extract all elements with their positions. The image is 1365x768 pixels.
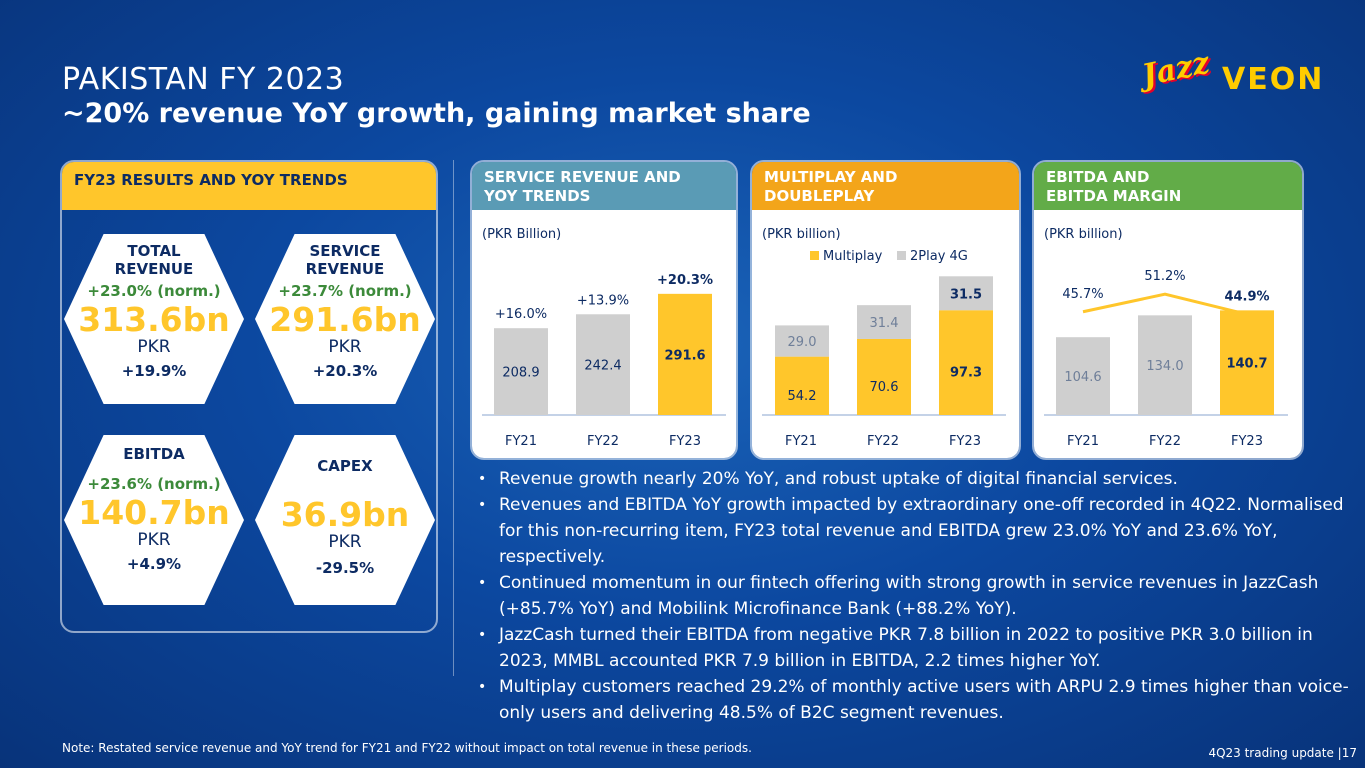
x-tick-label: FY22 — [1149, 434, 1181, 449]
bullet-item: JazzCash turned their EBITDA from negati… — [478, 622, 1358, 674]
bar-value-label: 134.0 — [1146, 359, 1183, 374]
bar — [658, 293, 712, 415]
bar — [576, 314, 630, 415]
card-yoy: -29.5% — [315, 559, 375, 577]
total-revenue-card: TOTAL REVENUE +23.0% (norm.) 313.6bn PKR… — [64, 234, 244, 404]
card-unit: PKR — [328, 337, 362, 357]
bullet-item: Continued momentum in our fintech offeri… — [478, 570, 1358, 622]
ebitda-chart: FY21 FY22 FY23 (PKR billion) 104.6 134.0 140.7… — [1034, 210, 1302, 458]
card-yoy: +20.3% — [312, 362, 378, 380]
brand-logo: Jazz VEON — [1139, 45, 1327, 107]
card-value: 291.6bn — [269, 300, 421, 339]
capex-card: CAPEX 36.9bn PKR -29.5% — [255, 435, 435, 605]
x-tick-label: FY23 — [949, 434, 981, 449]
x-tick-label: FY22 — [587, 434, 619, 449]
card-value: 313.6bn — [78, 300, 230, 339]
card-yoy: +19.9% — [121, 362, 187, 380]
key-points-list: Revenue growth nearly 20% YoY, and robus… — [478, 466, 1358, 726]
bar-value-label: 291.6 — [664, 348, 705, 363]
multiplay-chart-panel: MULTIPLAY AND DOUBLEPLAY4G REVENUE (B2C)… — [750, 160, 1021, 460]
service-revenue-card: SERVICE REVENUE +23.7% (norm.) 291.6bn P… — [255, 234, 435, 404]
veon-logo: VEON — [1222, 62, 1325, 97]
bar-value-label: 54.2 — [788, 389, 817, 404]
margin-label: 45.7% — [1062, 287, 1103, 302]
bar-2play — [775, 325, 829, 357]
multiplay-chart-title: MULTIPLAY AND DOUBLEPLAY4G REVENUE (B2C)… — [752, 162, 1019, 228]
service-revenue-chart-title: SERVICE REVENUE AND YOY TRENDS — [472, 162, 736, 210]
bar-value-label: 31.4 — [870, 316, 899, 331]
legend-swatch-multiplay — [810, 251, 819, 260]
bar-multiplay — [939, 310, 993, 415]
growth-label: +13.9% — [577, 293, 629, 308]
jazz-logo: Jazz — [1139, 45, 1213, 94]
service-revenue-chart: FY21 FY22 FY23 (PKR Billion) 208.9 +16.0% 242.… — [472, 210, 736, 458]
legend-label-multiplay: Multiplay — [823, 249, 883, 264]
vertical-divider — [453, 160, 454, 676]
card-norm-growth: +23.6% (norm.) — [87, 475, 221, 493]
x-tick-label: FY23 — [669, 434, 701, 449]
legend-swatch-2play — [897, 251, 906, 260]
bar-value-label: 208.9 — [502, 366, 539, 381]
results-panel: FY23 RESULTS AND YOY TRENDS TOTAL REVENU… — [60, 160, 438, 633]
x-tick-label: FY21 — [505, 434, 537, 449]
card-label: SERVICE REVENUE — [305, 242, 385, 278]
margin-label: 44.9% — [1224, 289, 1269, 304]
bar — [494, 328, 548, 415]
card-yoy: +4.9% — [126, 555, 182, 573]
bar-multiplay — [857, 338, 911, 415]
margin-label: 51.2% — [1144, 269, 1185, 284]
x-tick-label: FY21 — [785, 434, 817, 449]
card-value: 140.7bn — [78, 493, 230, 532]
bar-multiplay — [775, 356, 829, 415]
growth-label: +20.3% — [657, 273, 713, 288]
footnote: Note: Restated service revenue and YoY t… — [62, 741, 752, 755]
multiplay-chart: FY21 FY22 FY23 (PKR billion) Multiplay 2Play … — [752, 210, 1019, 458]
x-tick-label: FY21 — [1067, 434, 1099, 449]
bar — [1220, 310, 1274, 415]
service-revenue-chart-panel: SERVICE REVENUE AND YOY TRENDS FY21 FY22 FY… — [470, 160, 738, 460]
unit-label: (PKR billion) — [762, 227, 841, 242]
bar-value-label: 70.6 — [870, 380, 899, 395]
card-label: CAPEX — [317, 457, 373, 475]
page-title: PAKISTAN FY 2023 — [62, 62, 345, 97]
card-value: 36.9bn — [280, 495, 410, 534]
growth-label: +16.0% — [495, 307, 547, 322]
bar-value-label: 97.3 — [950, 366, 982, 381]
results-heading: FY23 RESULTS AND YOY TRENDS — [62, 162, 436, 210]
bullet-item: Multiplay customers reached 29.2% of mon… — [478, 674, 1358, 726]
bar-value-label: 31.5 — [950, 287, 982, 302]
x-tick-label: FY22 — [867, 434, 899, 449]
card-unit: PKR — [137, 337, 171, 357]
ebitda-chart-panel: EBITDA AND EBITDA MARGIN FY21 FY22 FY23 (PKR… — [1032, 160, 1304, 460]
card-label: EBITDA — [123, 445, 185, 463]
card-label: TOTAL REVENUE — [114, 242, 194, 278]
card-unit: PKR — [328, 532, 362, 552]
bar — [1138, 315, 1192, 415]
page-number: 4Q23 trading update |17 — [1208, 746, 1357, 760]
card-unit: PKR — [137, 530, 171, 550]
page-subtitle: ~20% revenue YoY growth, gaining market … — [62, 98, 811, 129]
bar-value-label: 242.4 — [584, 359, 621, 374]
card-norm-growth: +23.0% (norm.) — [87, 282, 221, 300]
bar-2play — [857, 305, 911, 339]
ebitda-chart-title: EBITDA AND EBITDA MARGIN — [1034, 162, 1302, 210]
bar-value-label: 140.7 — [1226, 357, 1267, 372]
ebitda-card: EBITDA +23.6% (norm.) 140.7bn PKR +4.9% — [64, 435, 244, 605]
bullet-item: Revenue growth nearly 20% YoY, and robus… — [478, 466, 1358, 492]
bar-value-label: 29.0 — [788, 335, 817, 350]
bar — [1056, 337, 1110, 415]
margin-line — [1082, 292, 1248, 316]
card-norm-growth: +23.7% (norm.) — [278, 282, 412, 300]
bar-2play — [939, 276, 993, 311]
unit-label: (PKR billion) — [1044, 227, 1123, 242]
bullet-item: Revenues and EBITDA YoY growth impacted … — [478, 492, 1358, 570]
unit-label: (PKR Billion) — [482, 227, 561, 242]
x-tick-label: FY23 — [1231, 434, 1263, 449]
legend-label-2play: 2Play 4G — [910, 249, 968, 264]
bar-value-label: 104.6 — [1064, 370, 1101, 385]
